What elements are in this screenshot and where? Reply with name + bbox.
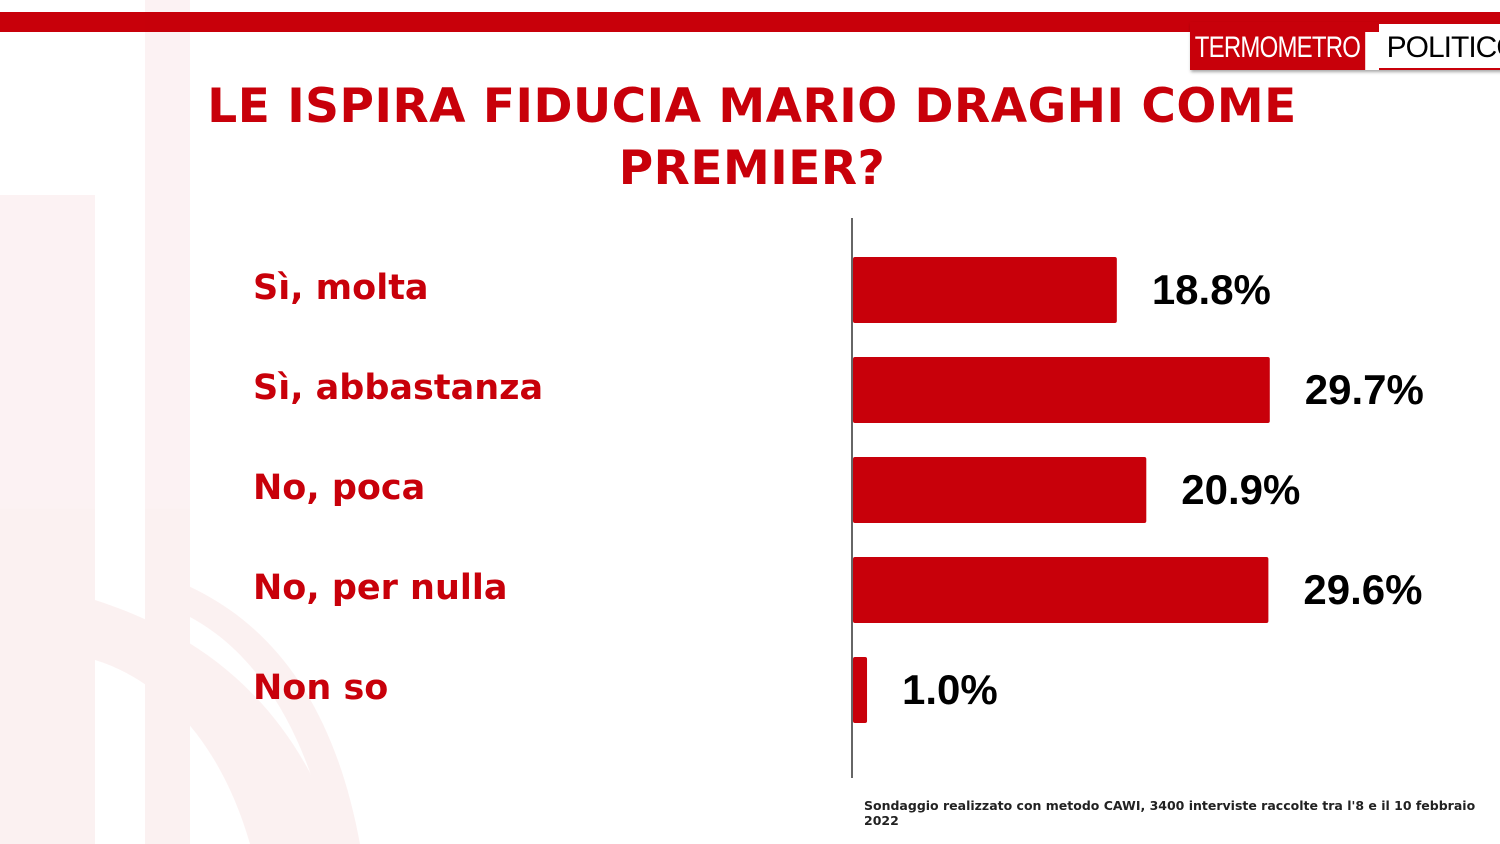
bar <box>853 557 1269 623</box>
bar <box>853 457 1147 523</box>
data-label: 29.6% <box>1303 566 1422 613</box>
bar <box>853 357 1270 423</box>
logo-text-politico: POLITICO <box>1378 22 1500 70</box>
category-label: No, per nulla <box>253 568 508 608</box>
top-accent-bar <box>0 12 1500 32</box>
category-label: No, poca <box>253 468 426 508</box>
chart-title: LE ISPIRA FIDUCIA MARIO DRAGHI COME PREM… <box>207 79 1297 196</box>
survey-footnote: Sondaggio realizzato con metodo CAWI, 34… <box>864 798 1476 828</box>
data-label: 1.0% <box>902 666 998 713</box>
logo-text-termometro: TERMOMETRO <box>1190 22 1365 70</box>
data-label: 29.7% <box>1305 366 1424 413</box>
category-label: Non so <box>253 668 389 708</box>
category-label: Sì, abbastanza <box>253 368 544 408</box>
category-label: Sì, molta <box>253 268 429 308</box>
bar <box>853 657 868 723</box>
data-label: 20.9% <box>1181 466 1300 513</box>
data-label: 18.8% <box>1152 266 1271 313</box>
termometro-politico-logo: TERMOMETRO POLITICO <box>1190 22 1500 70</box>
bar <box>853 257 1117 323</box>
